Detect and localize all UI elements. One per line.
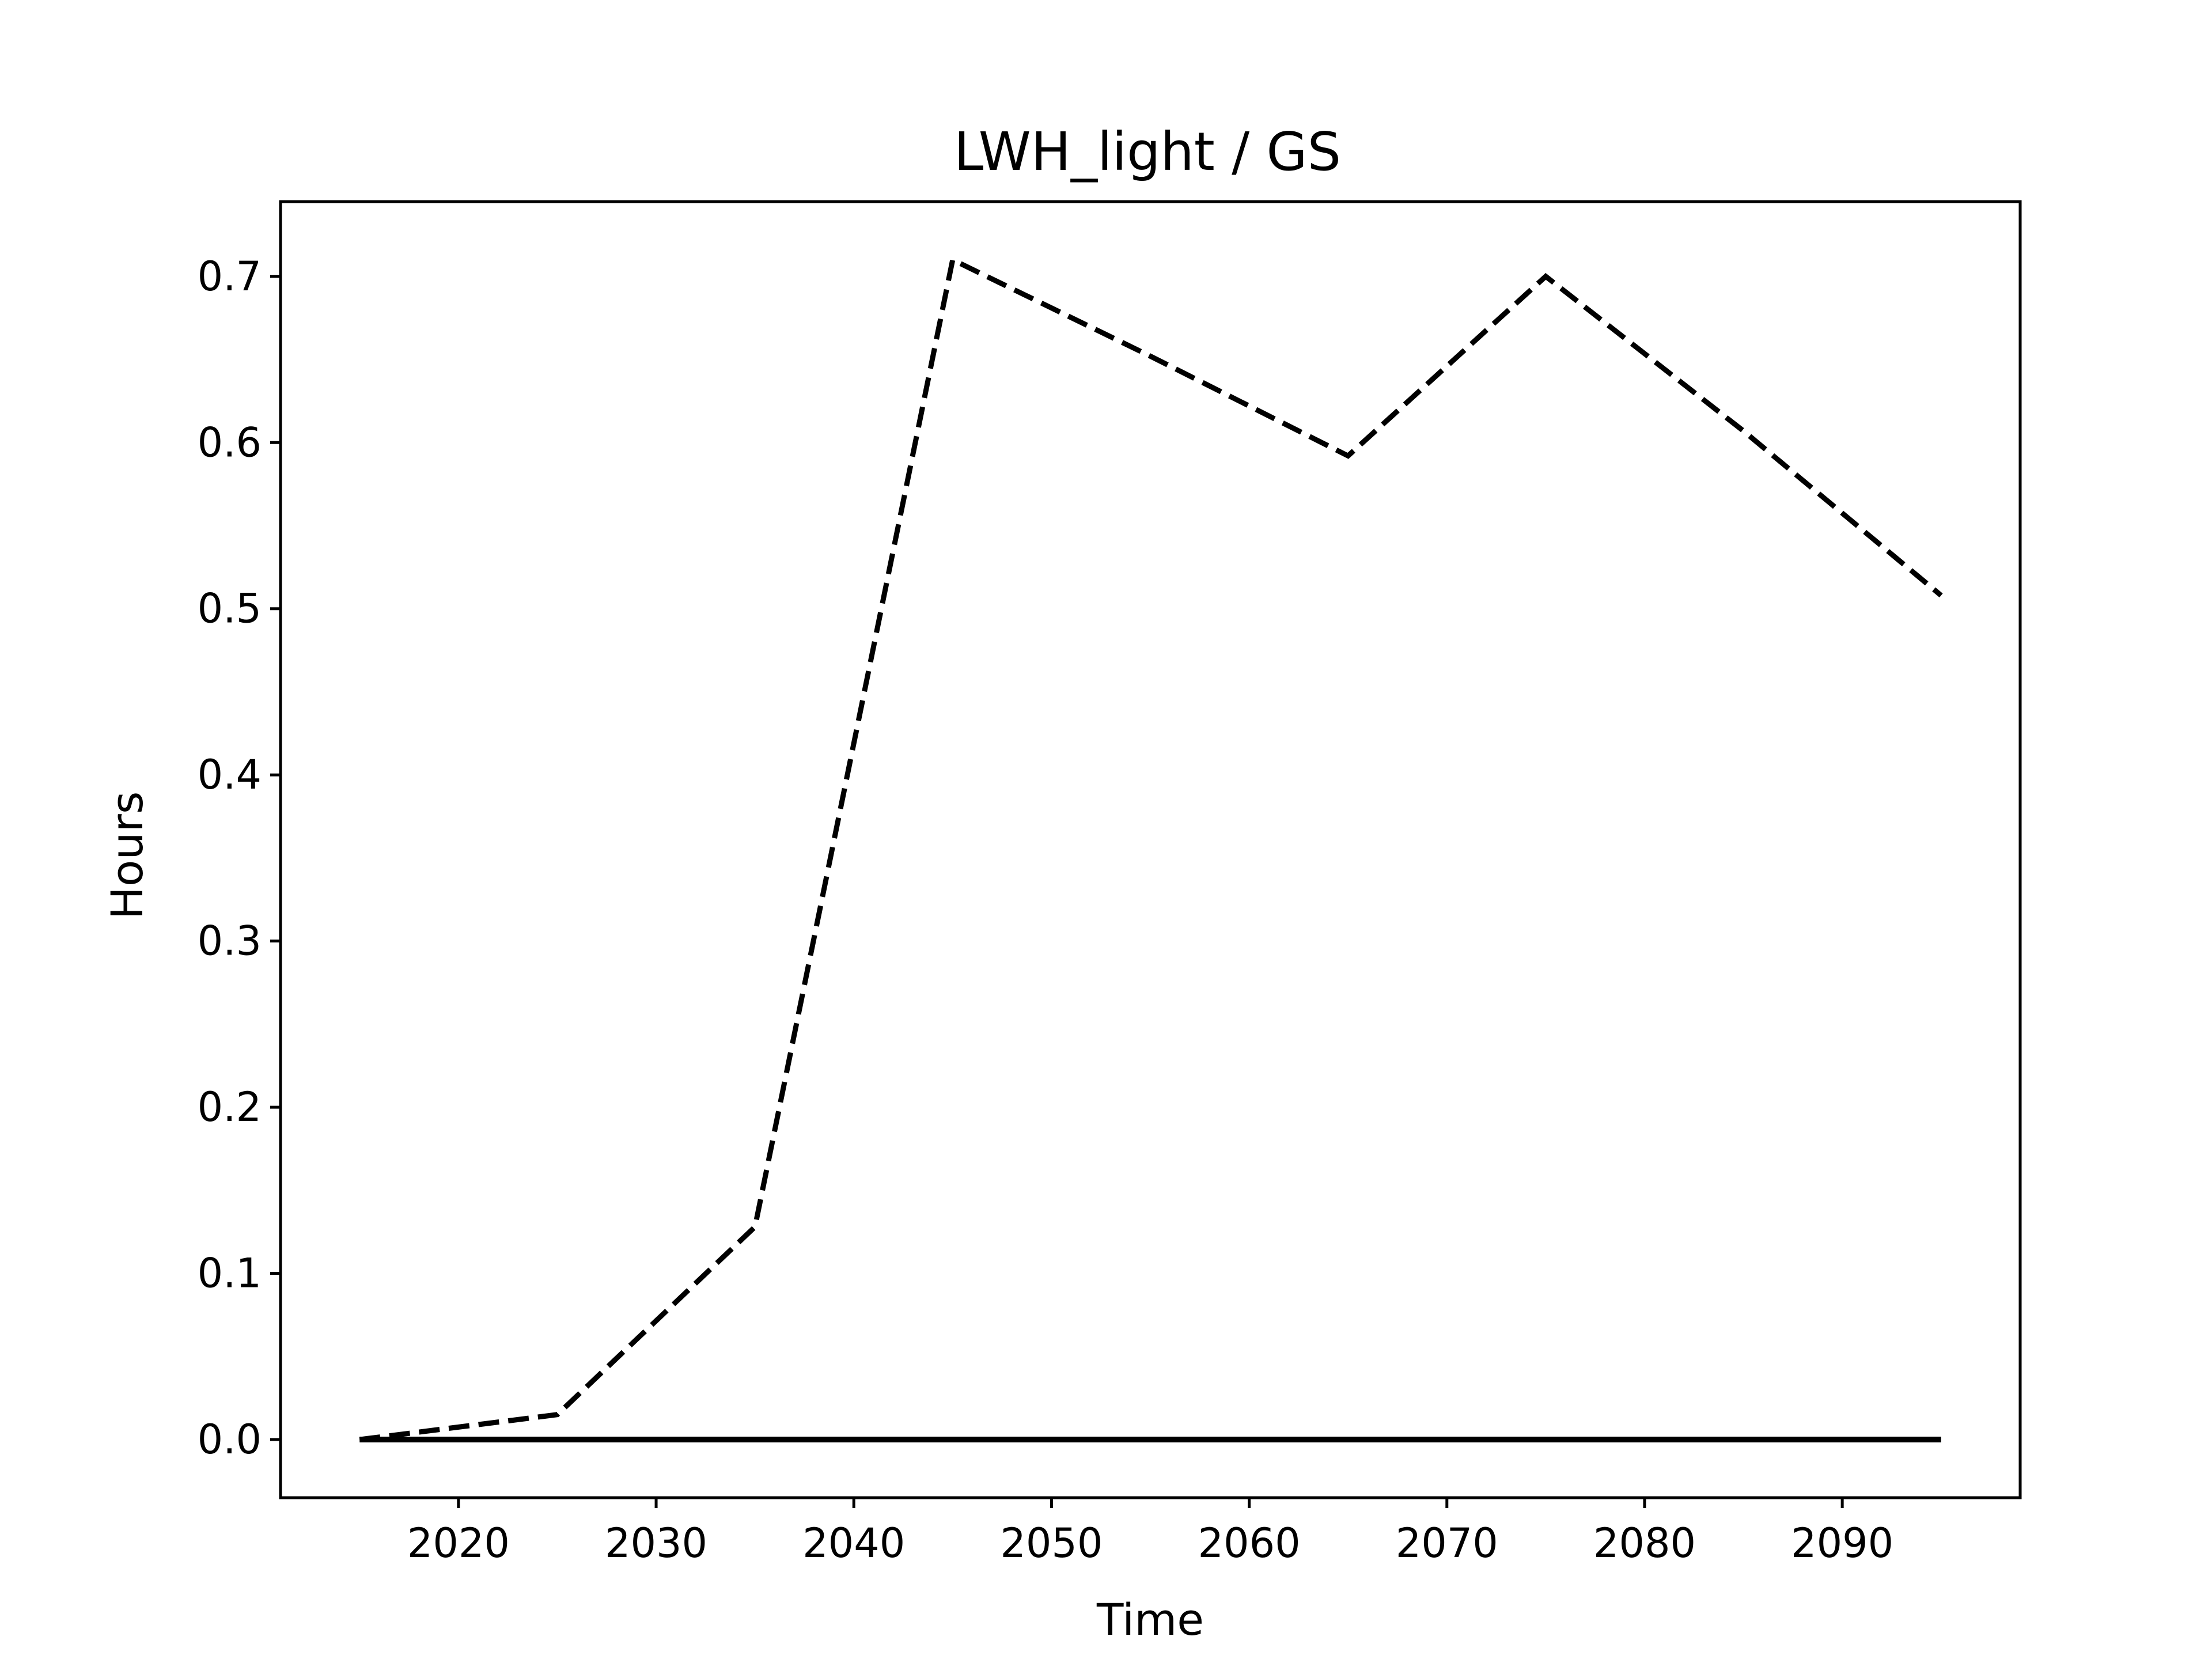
y-tick-label: 0.0	[198, 1416, 262, 1463]
x-tick-label: 2090	[1791, 1520, 1893, 1567]
x-tick-label: 2060	[1198, 1520, 1301, 1567]
y-axis: 0.0 0.1 0.2 0.3 0.4 0.5 0.6 0.7	[198, 253, 281, 1463]
x-tick-label: 2040	[802, 1520, 905, 1567]
plot-area	[359, 256, 1943, 1443]
y-tick-label: 0.5	[198, 585, 262, 632]
x-axis-label: Time	[1096, 1594, 1204, 1645]
x-tick-label: 2030	[605, 1520, 707, 1567]
x-tick-label: 2020	[407, 1520, 510, 1567]
series-line-1	[359, 256, 1943, 1442]
y-axis-label: Hours	[101, 791, 153, 920]
y-tick-label: 0.3	[198, 918, 262, 965]
y-tick-label: 0.4	[198, 751, 262, 798]
x-tick-label: 2080	[1593, 1520, 1696, 1567]
y-tick-label: 0.7	[198, 253, 262, 300]
y-tick-label: 0.6	[198, 419, 262, 466]
y-tick-label: 0.2	[198, 1084, 262, 1131]
x-tick-label: 2050	[1000, 1520, 1103, 1567]
x-tick-label: 2070	[1396, 1520, 1498, 1567]
plot-frame	[279, 200, 2022, 1499]
y-tick-label: 0.1	[198, 1250, 262, 1297]
x-axis: 2020 2030 2040 2050 2060 2070 2080 2090	[407, 1498, 1893, 1567]
chart-title: LWH_light / GS	[954, 121, 1341, 183]
